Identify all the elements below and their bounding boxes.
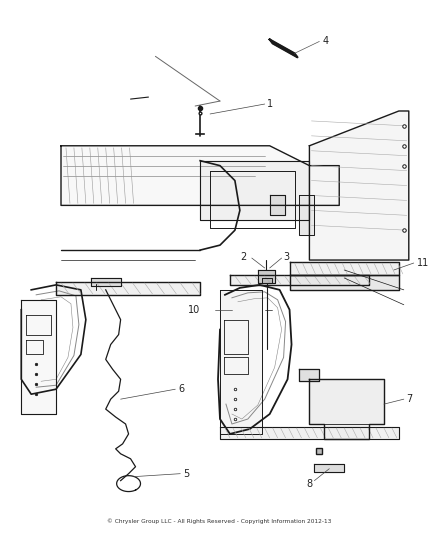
Text: 5: 5 [183, 469, 190, 479]
Text: © Chrysler Group LLC - All Rights Reserved - Copyright Information 2012-13: © Chrysler Group LLC - All Rights Reserv… [107, 519, 331, 524]
Polygon shape [309, 111, 409, 260]
Text: 3: 3 [283, 252, 290, 262]
Polygon shape [314, 464, 344, 472]
Polygon shape [309, 379, 384, 439]
Text: 2: 2 [240, 252, 246, 262]
Polygon shape [262, 278, 272, 283]
Polygon shape [230, 275, 369, 285]
Text: 6: 6 [178, 384, 184, 394]
Text: 4: 4 [322, 36, 328, 46]
Text: 1: 1 [267, 99, 273, 109]
Polygon shape [290, 275, 399, 290]
Polygon shape [258, 270, 275, 283]
Polygon shape [270, 196, 285, 215]
Text: 7: 7 [406, 394, 412, 404]
Polygon shape [91, 278, 120, 286]
Polygon shape [220, 290, 262, 434]
Polygon shape [56, 282, 200, 295]
Polygon shape [21, 300, 56, 414]
Polygon shape [220, 427, 399, 439]
Polygon shape [61, 146, 339, 205]
Text: 11: 11 [417, 258, 429, 268]
Text: 10: 10 [188, 305, 200, 314]
Text: 8: 8 [306, 479, 312, 489]
Polygon shape [300, 369, 319, 381]
Polygon shape [270, 39, 297, 58]
Polygon shape [300, 196, 314, 235]
Polygon shape [200, 160, 309, 220]
Polygon shape [290, 262, 399, 275]
